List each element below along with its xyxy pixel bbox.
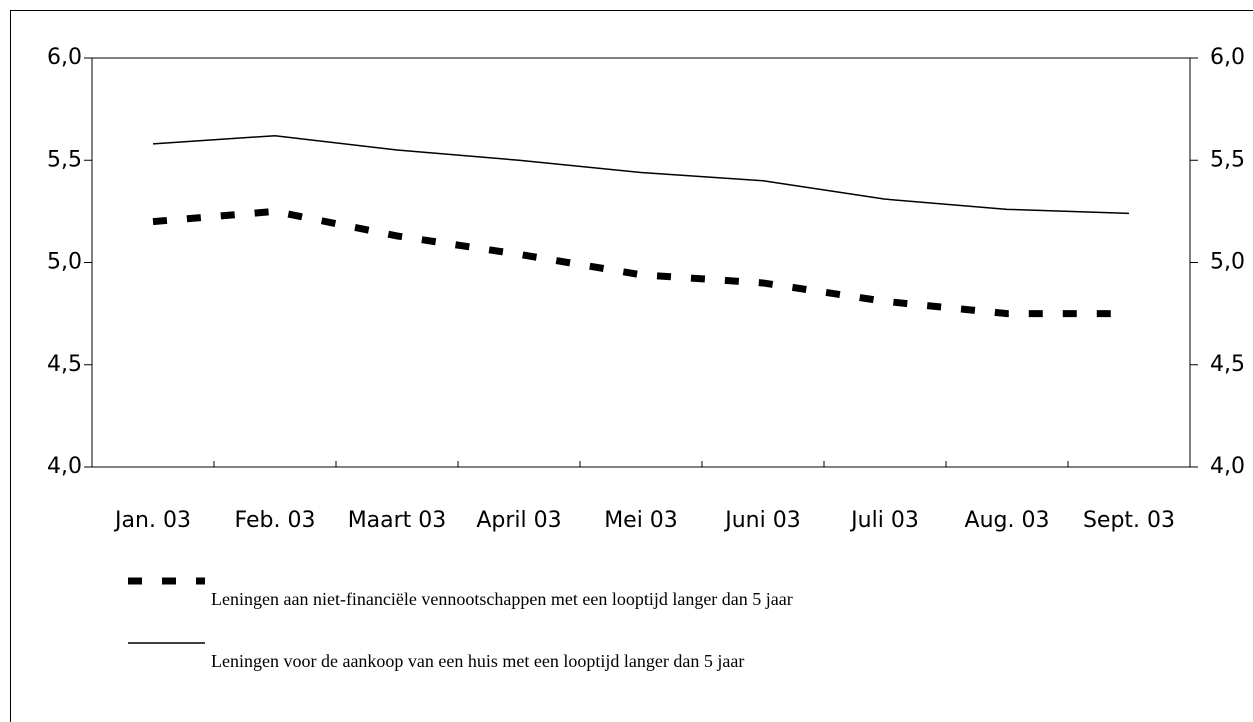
x-tick-label: Juli 03 bbox=[849, 508, 919, 533]
y2-tick-label: 4,5 bbox=[1210, 352, 1245, 377]
x-tick-label: Feb. 03 bbox=[235, 508, 316, 533]
y-tick-label: 6,0 bbox=[47, 45, 82, 70]
x-tick-label: April 03 bbox=[476, 508, 561, 533]
series-line bbox=[152, 134, 1130, 215]
y2-tick-label: 6,0 bbox=[1210, 45, 1245, 70]
legend-label: Leningen voor de aankoop van een huis me… bbox=[211, 651, 744, 671]
y-tick-label: 4,5 bbox=[47, 352, 82, 377]
plot-frame bbox=[91, 57, 1191, 468]
y-tick-label: 4,0 bbox=[47, 454, 82, 479]
outer-frame bbox=[10, 10, 1253, 722]
y-tick-label: 5,5 bbox=[47, 147, 82, 172]
x-tick-label: Jan. 03 bbox=[113, 508, 191, 533]
x-tick-label: Maart 03 bbox=[348, 508, 447, 533]
y-tick-label: 5,0 bbox=[47, 250, 82, 275]
x-tick-label: Aug. 03 bbox=[965, 508, 1050, 533]
x-tick-label: Mei 03 bbox=[604, 508, 678, 533]
y2-tick-label: 4,0 bbox=[1210, 454, 1245, 479]
y2-tick-label: 5,0 bbox=[1210, 250, 1245, 275]
y2-tick-label: 5,5 bbox=[1210, 147, 1245, 172]
legend-label: Leningen aan niet-financiële vennootscha… bbox=[211, 589, 793, 609]
x-tick-label: Sept. 03 bbox=[1083, 508, 1175, 533]
x-tick-label: Juni 03 bbox=[723, 508, 800, 533]
series-line bbox=[152, 207, 1129, 318]
